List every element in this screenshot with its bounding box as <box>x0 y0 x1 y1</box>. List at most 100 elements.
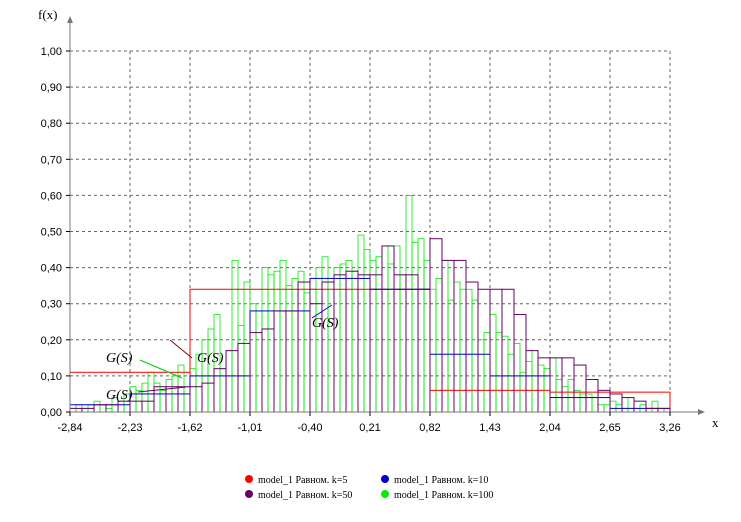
histogram-bar <box>219 368 227 413</box>
histogram-bar <box>243 281 251 413</box>
histogram-bar <box>507 353 515 413</box>
histogram-bar <box>501 335 509 413</box>
histogram-bar <box>645 407 653 413</box>
annotation-pointer <box>137 386 187 393</box>
histogram-bar <box>285 285 293 413</box>
histogram-bar <box>153 382 161 413</box>
legend-entry: model_1 Равном. k=100 <box>381 490 493 501</box>
legend-marker <box>245 475 253 483</box>
histogram-bar <box>147 371 155 413</box>
x-tick-label: 2,65 <box>599 422 620 434</box>
histogram-bar <box>165 379 173 413</box>
histogram-bar <box>585 393 593 413</box>
histogram-bar <box>531 350 539 413</box>
x-tick-label: -1,01 <box>237 422 262 434</box>
histogram-bar <box>69 407 77 413</box>
axes <box>67 16 705 415</box>
histogram-bar <box>279 259 287 413</box>
histogram-bar <box>519 371 527 413</box>
histogram-bar <box>657 407 665 413</box>
histogram-bar <box>399 274 407 413</box>
legend-marker <box>245 490 253 498</box>
histogram-bar <box>591 397 599 413</box>
histogram-bar <box>603 404 611 413</box>
histogram-bar <box>375 256 383 413</box>
histogram-bar <box>561 386 569 413</box>
annotation-label: G(S) <box>106 351 133 366</box>
y-tick-label: 0,40 <box>41 263 62 275</box>
histogram-bar <box>105 407 113 413</box>
histogram-bar <box>573 389 581 413</box>
histogram-bar <box>225 350 233 413</box>
histogram-bar <box>417 238 425 413</box>
histogram-bar <box>663 407 671 413</box>
histogram-bar <box>93 400 101 413</box>
x-tick-label: -2,23 <box>117 422 142 434</box>
x-tick-label: 3,26 <box>659 422 680 434</box>
legend-label: model_1 Равном. k=10 <box>394 475 488 486</box>
histogram-bar <box>321 256 329 413</box>
histogram-bar <box>465 288 473 413</box>
x-tick-label: 0,82 <box>419 422 440 434</box>
histogram-bar <box>351 270 359 413</box>
histogram-bar <box>429 288 437 413</box>
histogram-bar <box>357 234 365 413</box>
histogram-bar <box>297 270 305 413</box>
histogram-bar <box>207 328 215 413</box>
histogram-bar <box>627 407 635 413</box>
histogram-bar <box>387 263 395 413</box>
histogram-bar <box>267 274 275 413</box>
legend: model_1 Равном. k=5 model_1 Равном. k=10… <box>245 475 493 501</box>
histogram-bar <box>249 303 257 413</box>
legend-entry: model_1 Равном. k=5 <box>245 475 347 486</box>
histogram-bar <box>393 245 401 413</box>
x-tick-label: -1,62 <box>177 422 202 434</box>
x-axis-title: x <box>712 415 719 430</box>
histogram-bar <box>621 397 629 413</box>
histogram-bar <box>273 270 281 413</box>
annotation-label: G(S) <box>106 388 133 403</box>
legend-label: model_1 Равном. k=100 <box>394 490 493 501</box>
histogram-bar <box>471 299 479 413</box>
histogram-bar <box>525 361 533 413</box>
histogram-bar <box>309 288 317 413</box>
histogram-bar <box>609 400 617 413</box>
legend-entry: model_1 Равном. k=10 <box>381 475 488 486</box>
histogram-bar <box>369 259 377 413</box>
x-tick-label: -2,84 <box>57 422 82 434</box>
histogram-bar <box>189 368 197 413</box>
y-axis-arrow <box>67 16 73 23</box>
y-tick-label: 0,10 <box>41 371 62 383</box>
histogram-bar <box>183 386 191 413</box>
y-tick-label: 0,70 <box>41 154 62 166</box>
y-tick-label: 0,60 <box>41 190 62 202</box>
x-axis-arrow <box>698 409 705 415</box>
histogram-bar <box>237 324 245 413</box>
histogram-bar <box>537 364 545 413</box>
histogram-bar <box>141 382 149 413</box>
legend-marker <box>381 475 389 483</box>
histogram-bar <box>81 407 89 413</box>
y-tick-label: 0,00 <box>41 407 62 419</box>
histogram-bar <box>381 245 389 413</box>
annotation-label: G(S) <box>312 316 339 331</box>
histogram-bar <box>363 249 371 413</box>
x-tick-label: -0,40 <box>297 422 322 434</box>
histogram-bar <box>597 404 605 413</box>
annotations: G(S) G(S) G(S) G(S) <box>106 304 339 403</box>
x-tick-label: 2,04 <box>539 422 560 434</box>
legend-label: model_1 Равном. k=5 <box>258 475 347 486</box>
histogram-bar <box>231 259 239 413</box>
histogram-bar <box>423 259 431 413</box>
histogram-bar <box>513 343 521 413</box>
histogram-bar <box>99 404 107 413</box>
y-tick-label: 0,20 <box>41 335 62 347</box>
y-tick-label: 1,00 <box>41 46 62 58</box>
histogram-bar <box>495 332 503 413</box>
annotation-label: G(S) <box>197 351 224 366</box>
histogram-bar <box>579 393 587 413</box>
histogram-bar <box>567 379 575 413</box>
histogram-bar <box>459 288 467 413</box>
histogram-bar <box>255 310 263 413</box>
x-tick-label: 1,43 <box>479 422 500 434</box>
